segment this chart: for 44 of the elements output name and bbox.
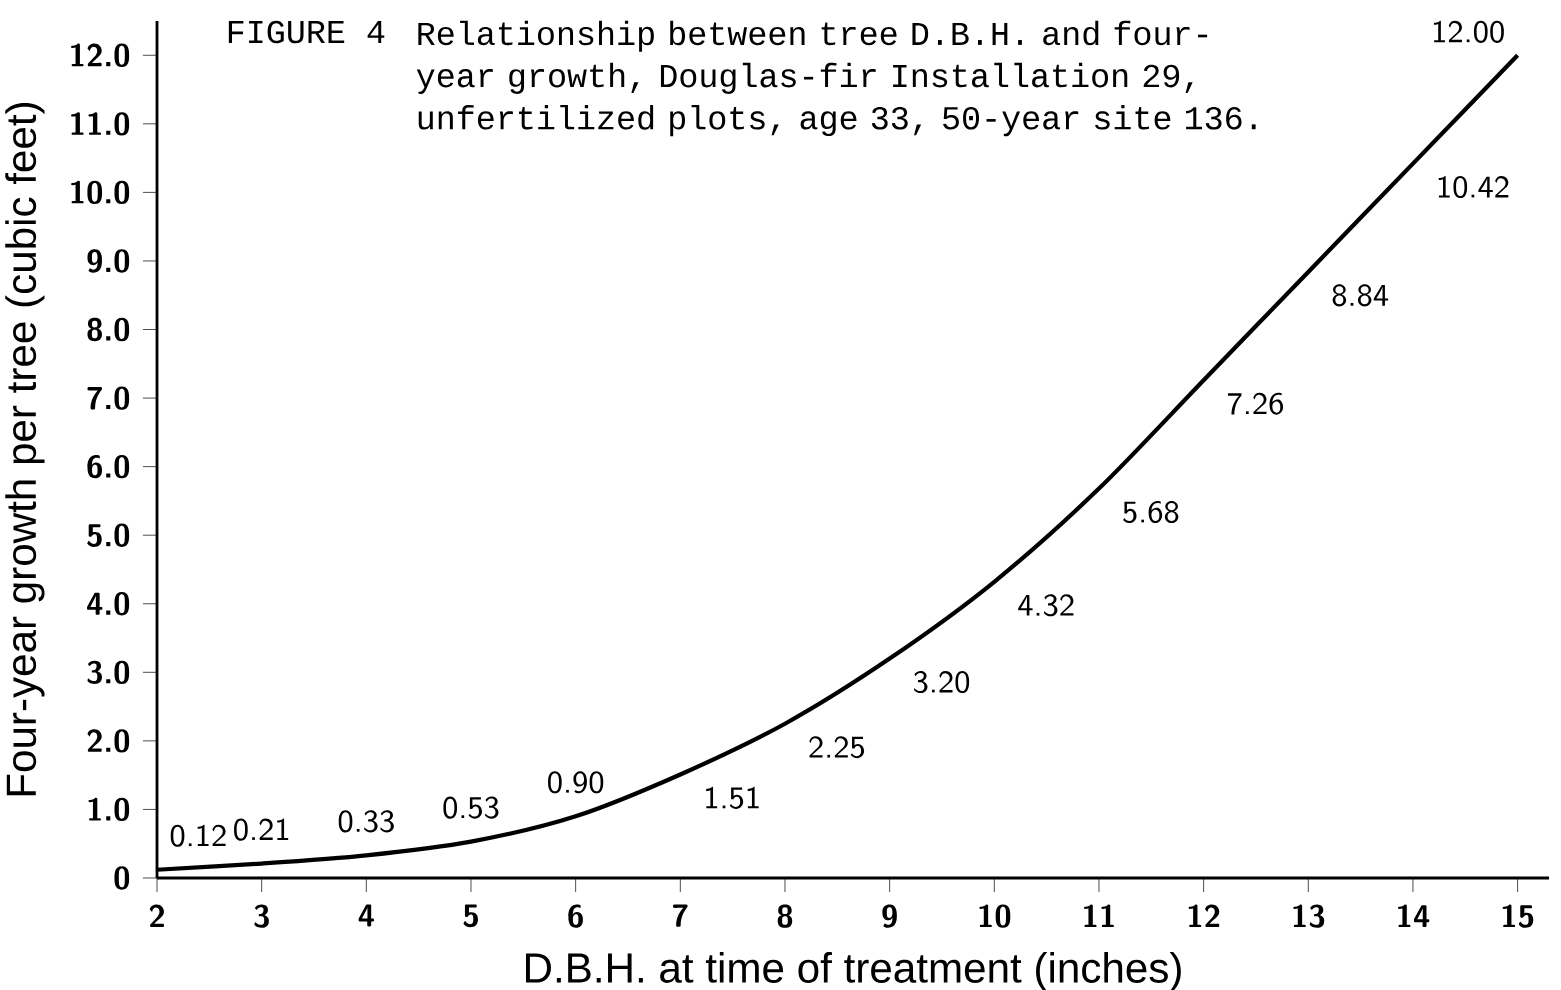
y-tick-label: 0 <box>114 866 130 890</box>
data-label: 1.51 <box>706 786 759 809</box>
data-label: 2.25 <box>809 736 865 759</box>
data-label: 0.53 <box>443 796 499 819</box>
x-tick-label: 4 <box>358 904 375 927</box>
data-label: 7.26 <box>1227 392 1284 415</box>
y-tick-label: 8.0 <box>87 317 130 342</box>
y-tick-label: 11.0 <box>71 112 130 136</box>
x-tick-label: 6 <box>568 904 583 928</box>
data-label: 0.33 <box>338 810 394 833</box>
y-tick-label: 10.0 <box>71 180 130 205</box>
x-tick-label: 11 <box>1083 904 1114 928</box>
y-tick-label: 4.0 <box>87 592 130 616</box>
x-tick-label: 10 <box>979 904 1011 928</box>
x-tick-label: 14 <box>1397 904 1430 928</box>
text: Relationship between tree D.B.H. and four-year growth, Douglas-fir Installation 29, unfertilized plots, age 33, 50-year site 136. <box>416 20 1256 137</box>
y-tick-label: 9.0 <box>87 249 130 273</box>
y-axis-title: Four-year growth per tree (cubic feet) <box>5 102 45 796</box>
data-label: 12.00 <box>1433 20 1504 43</box>
y-tick-label: 5.0 <box>87 523 130 547</box>
y-tick-label: 3.0 <box>87 660 130 684</box>
y-tick-label: 6.0 <box>87 454 130 479</box>
x-tick-label: 9 <box>882 904 897 928</box>
y-tick-label: 1.0 <box>88 797 130 822</box>
x-tick-label: 3 <box>254 904 269 928</box>
chart-title: FIGURE 4 <box>228 20 385 44</box>
data-label: 5.68 <box>1123 500 1179 524</box>
x-tick-label: 5 <box>463 904 478 928</box>
data-label: 8.84 <box>1332 284 1389 307</box>
y-tick-label: 2.0 <box>87 729 130 753</box>
x-tick-label: 15 <box>1502 904 1534 928</box>
y-tick-label: 7.0 <box>87 386 130 410</box>
x-tick-label: 2 <box>149 904 164 928</box>
x-tick-label: 13 <box>1293 904 1325 928</box>
data-label: 10.42 <box>1438 176 1509 199</box>
y-tick-label: 12.0 <box>71 43 130 67</box>
x-tick-label: 8 <box>777 904 793 928</box>
data-label: 3.20 <box>913 671 970 694</box>
data-label: 0.90 <box>548 771 604 794</box>
data-label: 0.12 <box>170 824 226 847</box>
data-label: 4.32 <box>1018 594 1074 617</box>
x-tick-label: 7 <box>673 904 688 927</box>
data-label: 0.21 <box>234 818 289 841</box>
x-tick-label: 12 <box>1188 904 1220 928</box>
